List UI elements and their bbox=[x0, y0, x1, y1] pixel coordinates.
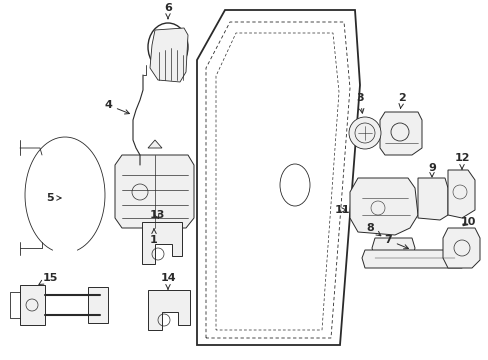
Text: 7: 7 bbox=[384, 235, 407, 249]
Text: 2: 2 bbox=[397, 93, 405, 109]
Text: 3: 3 bbox=[355, 93, 363, 113]
Polygon shape bbox=[361, 250, 464, 268]
Polygon shape bbox=[447, 170, 474, 218]
Polygon shape bbox=[349, 178, 417, 235]
Text: 6: 6 bbox=[164, 3, 172, 19]
Text: 4: 4 bbox=[104, 100, 129, 114]
Polygon shape bbox=[88, 287, 108, 323]
Polygon shape bbox=[148, 140, 162, 148]
Polygon shape bbox=[20, 285, 45, 325]
Polygon shape bbox=[371, 238, 414, 260]
Polygon shape bbox=[442, 228, 479, 268]
Polygon shape bbox=[115, 155, 194, 228]
Text: 11: 11 bbox=[334, 205, 349, 215]
Polygon shape bbox=[379, 112, 421, 155]
Text: 14: 14 bbox=[160, 273, 176, 289]
Polygon shape bbox=[150, 28, 187, 82]
Text: 5: 5 bbox=[46, 193, 61, 203]
Text: 15: 15 bbox=[39, 273, 58, 284]
Polygon shape bbox=[142, 222, 182, 264]
Text: 10: 10 bbox=[459, 217, 475, 227]
Polygon shape bbox=[148, 290, 190, 330]
Text: 13: 13 bbox=[149, 210, 164, 220]
Circle shape bbox=[348, 117, 380, 149]
Text: 8: 8 bbox=[366, 223, 380, 236]
Text: 9: 9 bbox=[427, 163, 435, 177]
Polygon shape bbox=[417, 178, 447, 220]
Text: 12: 12 bbox=[453, 153, 469, 169]
Text: 1: 1 bbox=[150, 229, 158, 245]
